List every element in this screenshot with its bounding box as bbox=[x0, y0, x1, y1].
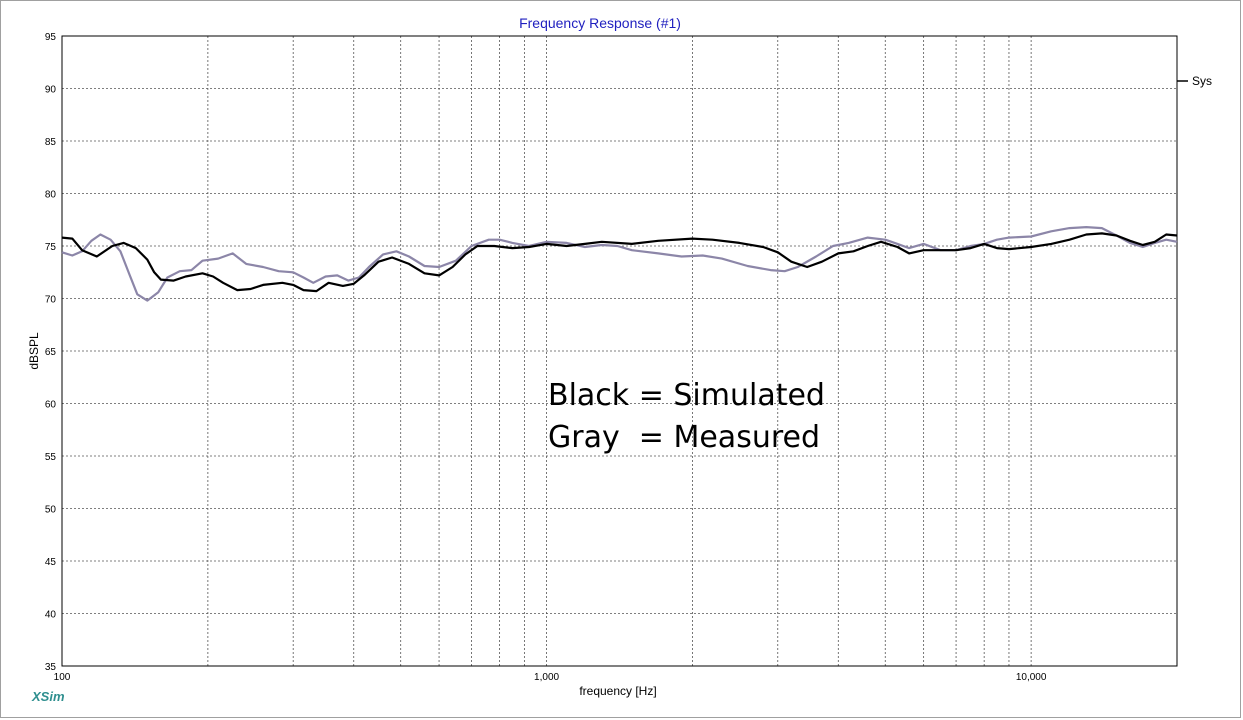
y-axis-label: dBSPL bbox=[27, 332, 41, 370]
plot-area bbox=[61, 35, 1178, 667]
y-tick-label: 90 bbox=[45, 85, 57, 96]
x-tick-label: 10,000 bbox=[1016, 672, 1047, 683]
y-axis-ticks: 35 40 45 50 55 60 65 70 75 80 85 90 95 bbox=[45, 32, 57, 673]
y-tick-label: 55 bbox=[45, 452, 57, 463]
y-tick-label: 95 bbox=[45, 32, 57, 43]
y-tick-label: 35 bbox=[45, 662, 57, 673]
y-tick-label: 70 bbox=[45, 295, 57, 306]
annotation-simulated: Black = Simulated bbox=[548, 378, 825, 413]
x-axis-label: frequency [Hz] bbox=[579, 684, 656, 698]
x-tick-label: 100 bbox=[54, 672, 71, 683]
series-line-simulated bbox=[61, 232, 1178, 293]
y-tick-label: 85 bbox=[45, 137, 57, 148]
series-lines bbox=[61, 226, 1178, 302]
y-tick-label: 45 bbox=[45, 557, 57, 568]
y-tick-label: 60 bbox=[45, 400, 57, 411]
y-tick-label: 40 bbox=[45, 610, 57, 621]
series-line-measured bbox=[61, 226, 1178, 302]
chart-title: Frequency Response (#1) bbox=[519, 15, 681, 31]
y-tick-label: 65 bbox=[45, 347, 57, 358]
xsim-logo: XSim bbox=[31, 689, 65, 704]
annotation-measured: Gray = Measured bbox=[548, 420, 820, 455]
x-axis-ticks: 100 1,000 10,000 bbox=[54, 672, 1047, 683]
legend-label-sys: Sys bbox=[1192, 74, 1212, 88]
x-tick-label: 1,000 bbox=[534, 672, 559, 683]
y-tick-label: 50 bbox=[45, 505, 57, 516]
y-tick-label: 80 bbox=[45, 190, 57, 201]
grid-lines bbox=[62, 36, 1177, 666]
y-tick-label: 75 bbox=[45, 242, 57, 253]
